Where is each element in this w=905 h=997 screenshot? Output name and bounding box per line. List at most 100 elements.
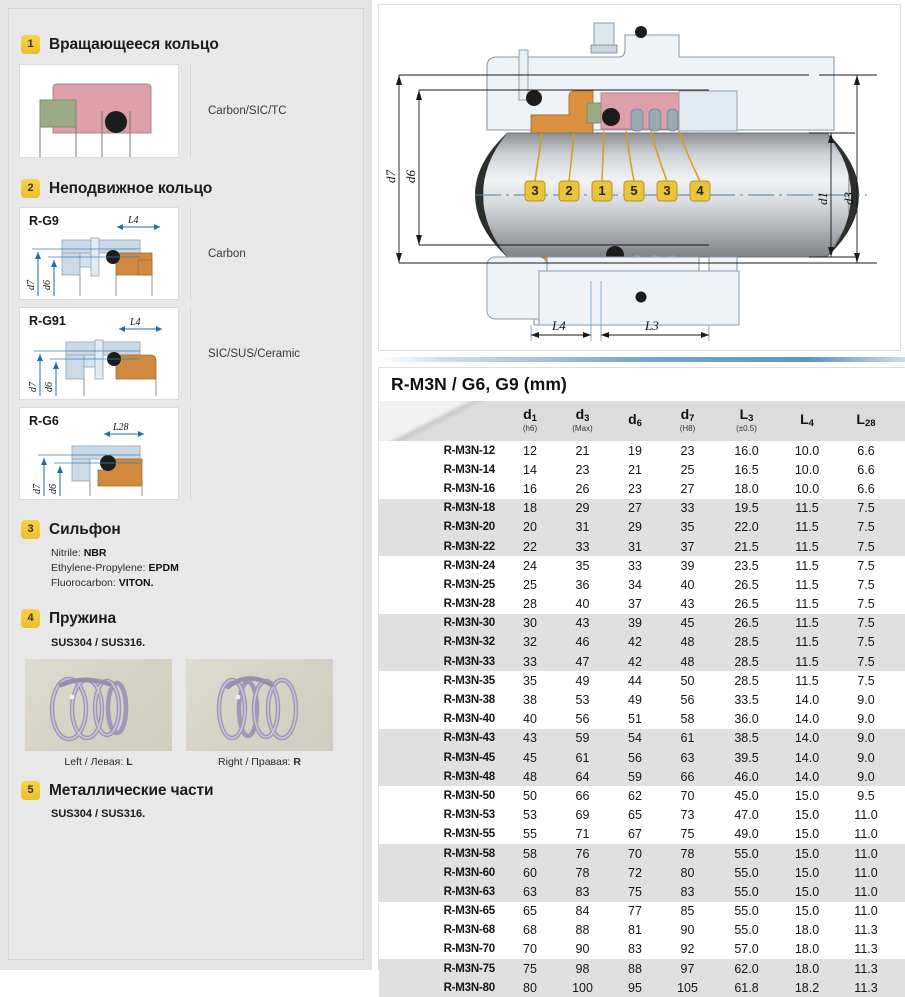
col-header-filler: [896, 401, 905, 441]
table-row[interactable]: R-M3N-60 60 78 72 80 55.0 15.0 11.0: [379, 863, 905, 883]
table-row[interactable]: R-M3N-58 58 76 70 78 55.0 15.0 11.0: [379, 843, 905, 864]
table-row[interactable]: R-M3N-33 33 47 42 48 28.5 11.5 7.5: [379, 652, 905, 672]
table-row[interactable]: R-M3N-40 40 56 51 58 36.0 14.0 9.0: [379, 709, 905, 729]
cell-value: 61: [660, 728, 715, 748]
spec-table-head: d1 (h6) d3 (Max) d6 d7 (H8): [379, 401, 905, 441]
cell-value: 6.6: [836, 441, 896, 461]
cell-value: 7.5: [836, 613, 896, 633]
table-row[interactable]: R-M3N-38 38 53 49 56 33.5 14.0 9.0: [379, 690, 905, 710]
cell-value: 75: [505, 959, 555, 979]
table-row[interactable]: R-M3N-80 80 100 95 105 61.8 18.2 11.3: [379, 978, 905, 997]
table-row[interactable]: R-M3N-50 50 66 62 70 45.0 15.0 9.5: [379, 786, 905, 806]
cell-value: 26.5: [715, 613, 778, 633]
col-sym-L28: L: [856, 411, 865, 427]
col-sub-d7: 7: [689, 413, 695, 424]
table-row[interactable]: R-M3N-16 16 26 23 27 18.0 10.0 6.6: [379, 479, 905, 499]
table-row[interactable]: R-M3N-25 25 36 34 40 26.5 11.5 7.5: [379, 575, 905, 595]
table-row[interactable]: R-M3N-30 30 43 39 45 26.5 11.5 7.5: [379, 613, 905, 633]
table-row[interactable]: R-M3N-45 45 61 56 63 39.5 14.0 9.0: [379, 748, 905, 768]
cell-model: R-M3N-25: [379, 575, 505, 595]
cell-value: 9.0: [836, 728, 896, 748]
cell-value: 73: [660, 805, 715, 825]
cell-value: 18.0: [778, 939, 836, 960]
bellows-label-viton: Fluorocarbon:: [51, 577, 116, 589]
cell-value: 29: [610, 517, 660, 537]
table-row[interactable]: R-M3N-18 18 29 27 33 19.5 11.5 7.5: [379, 498, 905, 518]
cell-value: 11.3: [836, 920, 896, 940]
bellows-label-epdm: Ethylene-Propylene:: [51, 562, 146, 574]
cell-value: 50: [505, 786, 555, 806]
cell-value: 28: [505, 594, 555, 614]
cell-value: 49: [610, 690, 660, 710]
cell-value: 39: [610, 613, 660, 633]
figure-r-g6: R-G6 d7 d6: [19, 407, 179, 500]
spring-right-label: Right / Правая:: [218, 756, 294, 768]
assembly-drawing-panel: 3 2 1 5 3 4: [378, 4, 901, 351]
cell-value: 11.3: [836, 939, 896, 960]
cell-value: 71: [555, 824, 610, 844]
table-row[interactable]: R-M3N-14 14 23 21 25 16.5 10.0 6.6: [379, 460, 905, 480]
cell-value: 18.0: [715, 479, 778, 499]
callout-badge-6: 4: [689, 180, 711, 202]
cell-filler: [896, 843, 905, 864]
cell-value: 65: [610, 805, 660, 825]
svg-text:2: 2: [565, 183, 572, 198]
cell-model: R-M3N-50: [379, 786, 505, 806]
cell-value: 35: [660, 517, 715, 537]
cell-value: 92: [660, 939, 715, 960]
figure-r-g9-dim: L4: [127, 215, 139, 226]
table-row[interactable]: R-M3N-65 65 84 77 85 55.0 15.0 11.0: [379, 901, 905, 921]
table-row[interactable]: R-M3N-63 63 83 75 83 55.0 15.0 11.0: [379, 882, 905, 902]
table-row[interactable]: R-M3N-22 22 33 31 37 21.5 11.5 7.5: [379, 536, 905, 557]
r-g6-drawing: d7 d6 L28: [20, 408, 178, 499]
table-row[interactable]: R-M3N-28 28 40 37 43 26.5 11.5 7.5: [379, 594, 905, 614]
table-row[interactable]: R-M3N-68 68 88 81 90 55.0 18.0 11.3: [379, 920, 905, 940]
cell-value: 18.0: [778, 920, 836, 940]
bellows-value-viton: VITON.: [118, 577, 154, 589]
section-3-lines: Nitrile: NBR Ethylene-Propylene: EPDM Fl…: [9, 546, 363, 591]
table-row[interactable]: R-M3N-55 55 71 67 75 49.0 15.0 11.0: [379, 824, 905, 844]
table-row[interactable]: R-M3N-48 48 64 59 66 46.0 14.0 9.0: [379, 767, 905, 787]
cell-filler: [896, 441, 905, 461]
cell-value: 23: [555, 460, 610, 480]
cell-value: 38: [505, 690, 555, 710]
table-row[interactable]: R-M3N-32 32 46 42 48 28.5 11.5 7.5: [379, 632, 905, 653]
spring-left-cell: Left / Левая: L: [25, 659, 172, 768]
cell-value: 11.5: [778, 594, 836, 614]
section-1-badge: 1: [21, 35, 40, 54]
table-row[interactable]: R-M3N-12 12 21 19 23 16.0 10.0 6.6: [379, 441, 905, 461]
cell-value: 28.5: [715, 652, 778, 672]
table-row[interactable]: R-M3N-35 35 49 44 50 28.5 11.5 7.5: [379, 671, 905, 691]
dim-label-d3: d3: [841, 192, 856, 206]
cell-value: 90: [555, 939, 610, 960]
table-row[interactable]: R-M3N-20 20 31 29 35 22.0 11.5 7.5: [379, 517, 905, 537]
cell-value: 15.0: [778, 882, 836, 902]
section-2-material-carbon: Carbon: [190, 207, 246, 300]
cell-value: 7.5: [836, 536, 896, 557]
cell-value: 58: [660, 709, 715, 729]
cell-value: 19: [610, 441, 660, 461]
table-row[interactable]: R-M3N-53 53 69 65 73 47.0 15.0 11.0: [379, 805, 905, 825]
section-2-row-rg91: R-G91 d7: [9, 307, 363, 400]
spec-table: d1 (h6) d3 (Max) d6 d7 (H8): [379, 401, 905, 997]
cell-filler: [896, 709, 905, 729]
table-row[interactable]: R-M3N-43 43 59 54 61 38.5 14.0 9.0: [379, 728, 905, 748]
table-row[interactable]: R-M3N-24 24 35 33 39 23.5 11.5 7.5: [379, 556, 905, 576]
cell-value: 78: [555, 863, 610, 883]
col-header-L3: L3 (±0.5): [715, 401, 778, 441]
cell-model: R-M3N-12: [379, 441, 505, 461]
bellows-label-nitrile: Nitrile:: [51, 547, 81, 559]
table-row[interactable]: R-M3N-70 70 90 83 92 57.0 18.0 11.3: [379, 939, 905, 960]
cell-value: 83: [660, 882, 715, 902]
section-1-row: Carbon/SIC/TC: [9, 64, 363, 158]
cell-value: 88: [610, 959, 660, 979]
cell-value: 54: [610, 728, 660, 748]
cell-value: 16: [505, 479, 555, 499]
col-sub-d3: 3: [584, 413, 590, 424]
cell-value: 36: [555, 575, 610, 595]
cell-value: 97: [660, 959, 715, 979]
col-note-L3: (±0.5): [736, 424, 757, 433]
cell-value: 57.0: [715, 939, 778, 960]
section-4-header: 4 Пружина: [9, 609, 363, 628]
table-row[interactable]: R-M3N-75 75 98 88 97 62.0 18.0 11.3: [379, 959, 905, 979]
